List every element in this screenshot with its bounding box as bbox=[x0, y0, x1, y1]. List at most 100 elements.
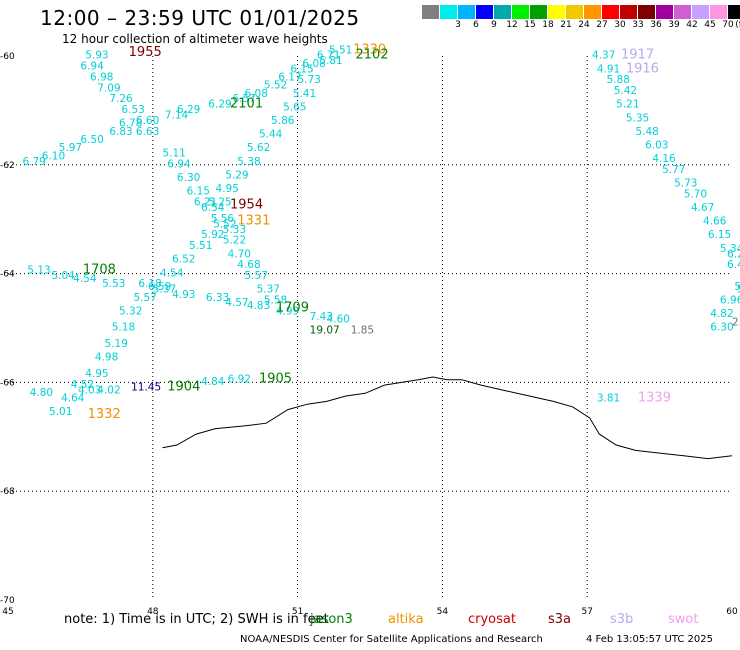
swh-value: 6.50 bbox=[80, 134, 103, 146]
swh-value: 5.52 bbox=[264, 80, 287, 92]
legend-label: 9 bbox=[491, 20, 497, 30]
antarctic-coastline bbox=[162, 376, 733, 460]
swh-value: 4.52 bbox=[71, 379, 94, 391]
legend-swatch bbox=[710, 5, 728, 19]
swh-value: 5.32 bbox=[119, 305, 142, 317]
swh-value: 5.11 bbox=[162, 148, 185, 160]
swh-value: 4.54 bbox=[160, 267, 184, 279]
swh-value: 5.73 bbox=[674, 178, 697, 190]
swh-value: 6.45 bbox=[727, 259, 740, 271]
mission-swot: swot bbox=[668, 612, 699, 627]
swh-value: 6.63 bbox=[136, 126, 159, 138]
swh-value: 5.97 bbox=[59, 142, 82, 154]
swh-value: 2.32 bbox=[732, 316, 740, 328]
legend-swatch bbox=[656, 5, 674, 19]
swh-value: 4.98 bbox=[95, 352, 118, 364]
pass-time-label: 1708 bbox=[83, 263, 116, 278]
swh-value: 6.71 bbox=[317, 50, 340, 62]
pass-time-label: 1331 bbox=[237, 214, 270, 229]
y-tick-label: -70 bbox=[0, 596, 15, 606]
swh-value: 5.38 bbox=[237, 156, 260, 168]
legend-label: 21 bbox=[560, 20, 572, 30]
legend-swatch bbox=[728, 5, 740, 19]
legend-label: 42 bbox=[686, 20, 698, 30]
x-tick-label: 45 bbox=[2, 607, 13, 617]
mission-s3a: s3a bbox=[548, 612, 572, 627]
legend-label: 6 bbox=[473, 20, 479, 30]
swh-value: 5.92 bbox=[201, 229, 224, 241]
swh-value: 5.18 bbox=[112, 322, 135, 334]
swh-value: 5.13 bbox=[27, 265, 50, 277]
swh-value: 5.86 bbox=[271, 115, 295, 127]
swh-value: 6.92 bbox=[228, 373, 251, 385]
pass-time-label: 1332 bbox=[88, 407, 121, 422]
legend-swatch bbox=[512, 5, 530, 19]
swh-value: 6.94 bbox=[167, 159, 191, 171]
swh-value: 4.16 bbox=[652, 153, 676, 165]
x-tick-label: 54 bbox=[437, 607, 449, 617]
swh-value: 5.29 bbox=[225, 169, 248, 181]
swh-value: 6.52 bbox=[172, 254, 195, 266]
legend-label: 30 bbox=[614, 20, 626, 30]
swh-value: 5.77 bbox=[662, 164, 685, 176]
swh-value: 6.15 bbox=[708, 229, 731, 241]
swh-value: 6.29 bbox=[177, 104, 200, 116]
pass-time-label: 1955 bbox=[129, 45, 162, 60]
footer-note: note: 1) Time is in UTC; 2) SWH is in fe… bbox=[64, 612, 329, 627]
legend-label: 36 bbox=[650, 20, 662, 30]
swh-value: 5.21 bbox=[616, 99, 639, 111]
swh-value: 6.98 bbox=[90, 71, 113, 83]
swh-value: 6.54 bbox=[201, 202, 225, 214]
legend-swatch bbox=[440, 5, 458, 19]
legend-swatch bbox=[476, 5, 494, 19]
swh-value: 4.57 bbox=[225, 297, 248, 309]
swh-value: 4.02 bbox=[97, 384, 120, 396]
swh-value: 5.93 bbox=[85, 50, 108, 62]
swh-value: 6.83 bbox=[109, 126, 132, 138]
swh-value: 6.08 bbox=[245, 88, 268, 100]
x-tick-label: 57 bbox=[581, 607, 592, 617]
swh-value: 6.57 bbox=[232, 93, 255, 105]
swh-value: 5.56 bbox=[211, 213, 235, 225]
legend-swatch bbox=[530, 5, 548, 19]
legend-label: 18 bbox=[542, 20, 554, 30]
swh-value: 5.25 bbox=[208, 197, 231, 209]
swh-value: 5.73 bbox=[298, 74, 321, 86]
mission-s3b: s3b bbox=[610, 612, 634, 627]
swh-value: 6.17 bbox=[278, 71, 301, 83]
pass-time-label: 1904 bbox=[167, 380, 200, 395]
swh-value: 4.82 bbox=[710, 308, 733, 320]
swh-value: 7.26 bbox=[109, 93, 133, 105]
swh-value: 5.52 bbox=[213, 218, 236, 230]
swh-value: 6.29 bbox=[208, 99, 231, 111]
legend-swatches bbox=[422, 5, 740, 19]
swh-value: 1.85 bbox=[351, 324, 374, 336]
swh-value: 5.19 bbox=[105, 338, 128, 350]
swh-value: 6.94 bbox=[80, 61, 104, 73]
swh-value: 4.84 bbox=[201, 376, 225, 388]
legend-swatch bbox=[602, 5, 620, 19]
legend-unit: (ft) bbox=[735, 20, 740, 30]
swh-value: 4.03 bbox=[78, 384, 101, 396]
swh-value: 6.53 bbox=[121, 104, 144, 116]
swh-value: 4.80 bbox=[30, 387, 53, 399]
swh-value: 5.57 bbox=[245, 270, 268, 282]
swh-value: 5.57 bbox=[133, 292, 156, 304]
legend-label: 39 bbox=[668, 20, 680, 30]
legend-swatch bbox=[566, 5, 584, 19]
swh-value: 11.45 bbox=[131, 382, 161, 394]
axis-ticks: 45 48 51 54 57 60 -60 -62 -64 -66 -68 -70 bbox=[0, 52, 738, 617]
swh-value: 7.14 bbox=[165, 110, 189, 122]
observations-layer: 5.936.946.987.097.266.536.606.786.636.83… bbox=[22, 44, 740, 418]
swh-value: 6.30 bbox=[710, 322, 733, 334]
pass-time-label: 2102 bbox=[356, 48, 389, 63]
x-tick-label: 51 bbox=[292, 607, 303, 617]
legend-label: 70 bbox=[722, 20, 734, 30]
map-subtitle: 12 hour collection of altimeter wave hei… bbox=[62, 32, 328, 46]
swh-value: 6.33 bbox=[206, 292, 229, 304]
pass-time-label: 1339 bbox=[638, 390, 671, 405]
mission-altika: altika bbox=[388, 612, 424, 627]
swh-value: 4.95 bbox=[85, 368, 108, 380]
legend-label: 3 bbox=[455, 20, 461, 30]
